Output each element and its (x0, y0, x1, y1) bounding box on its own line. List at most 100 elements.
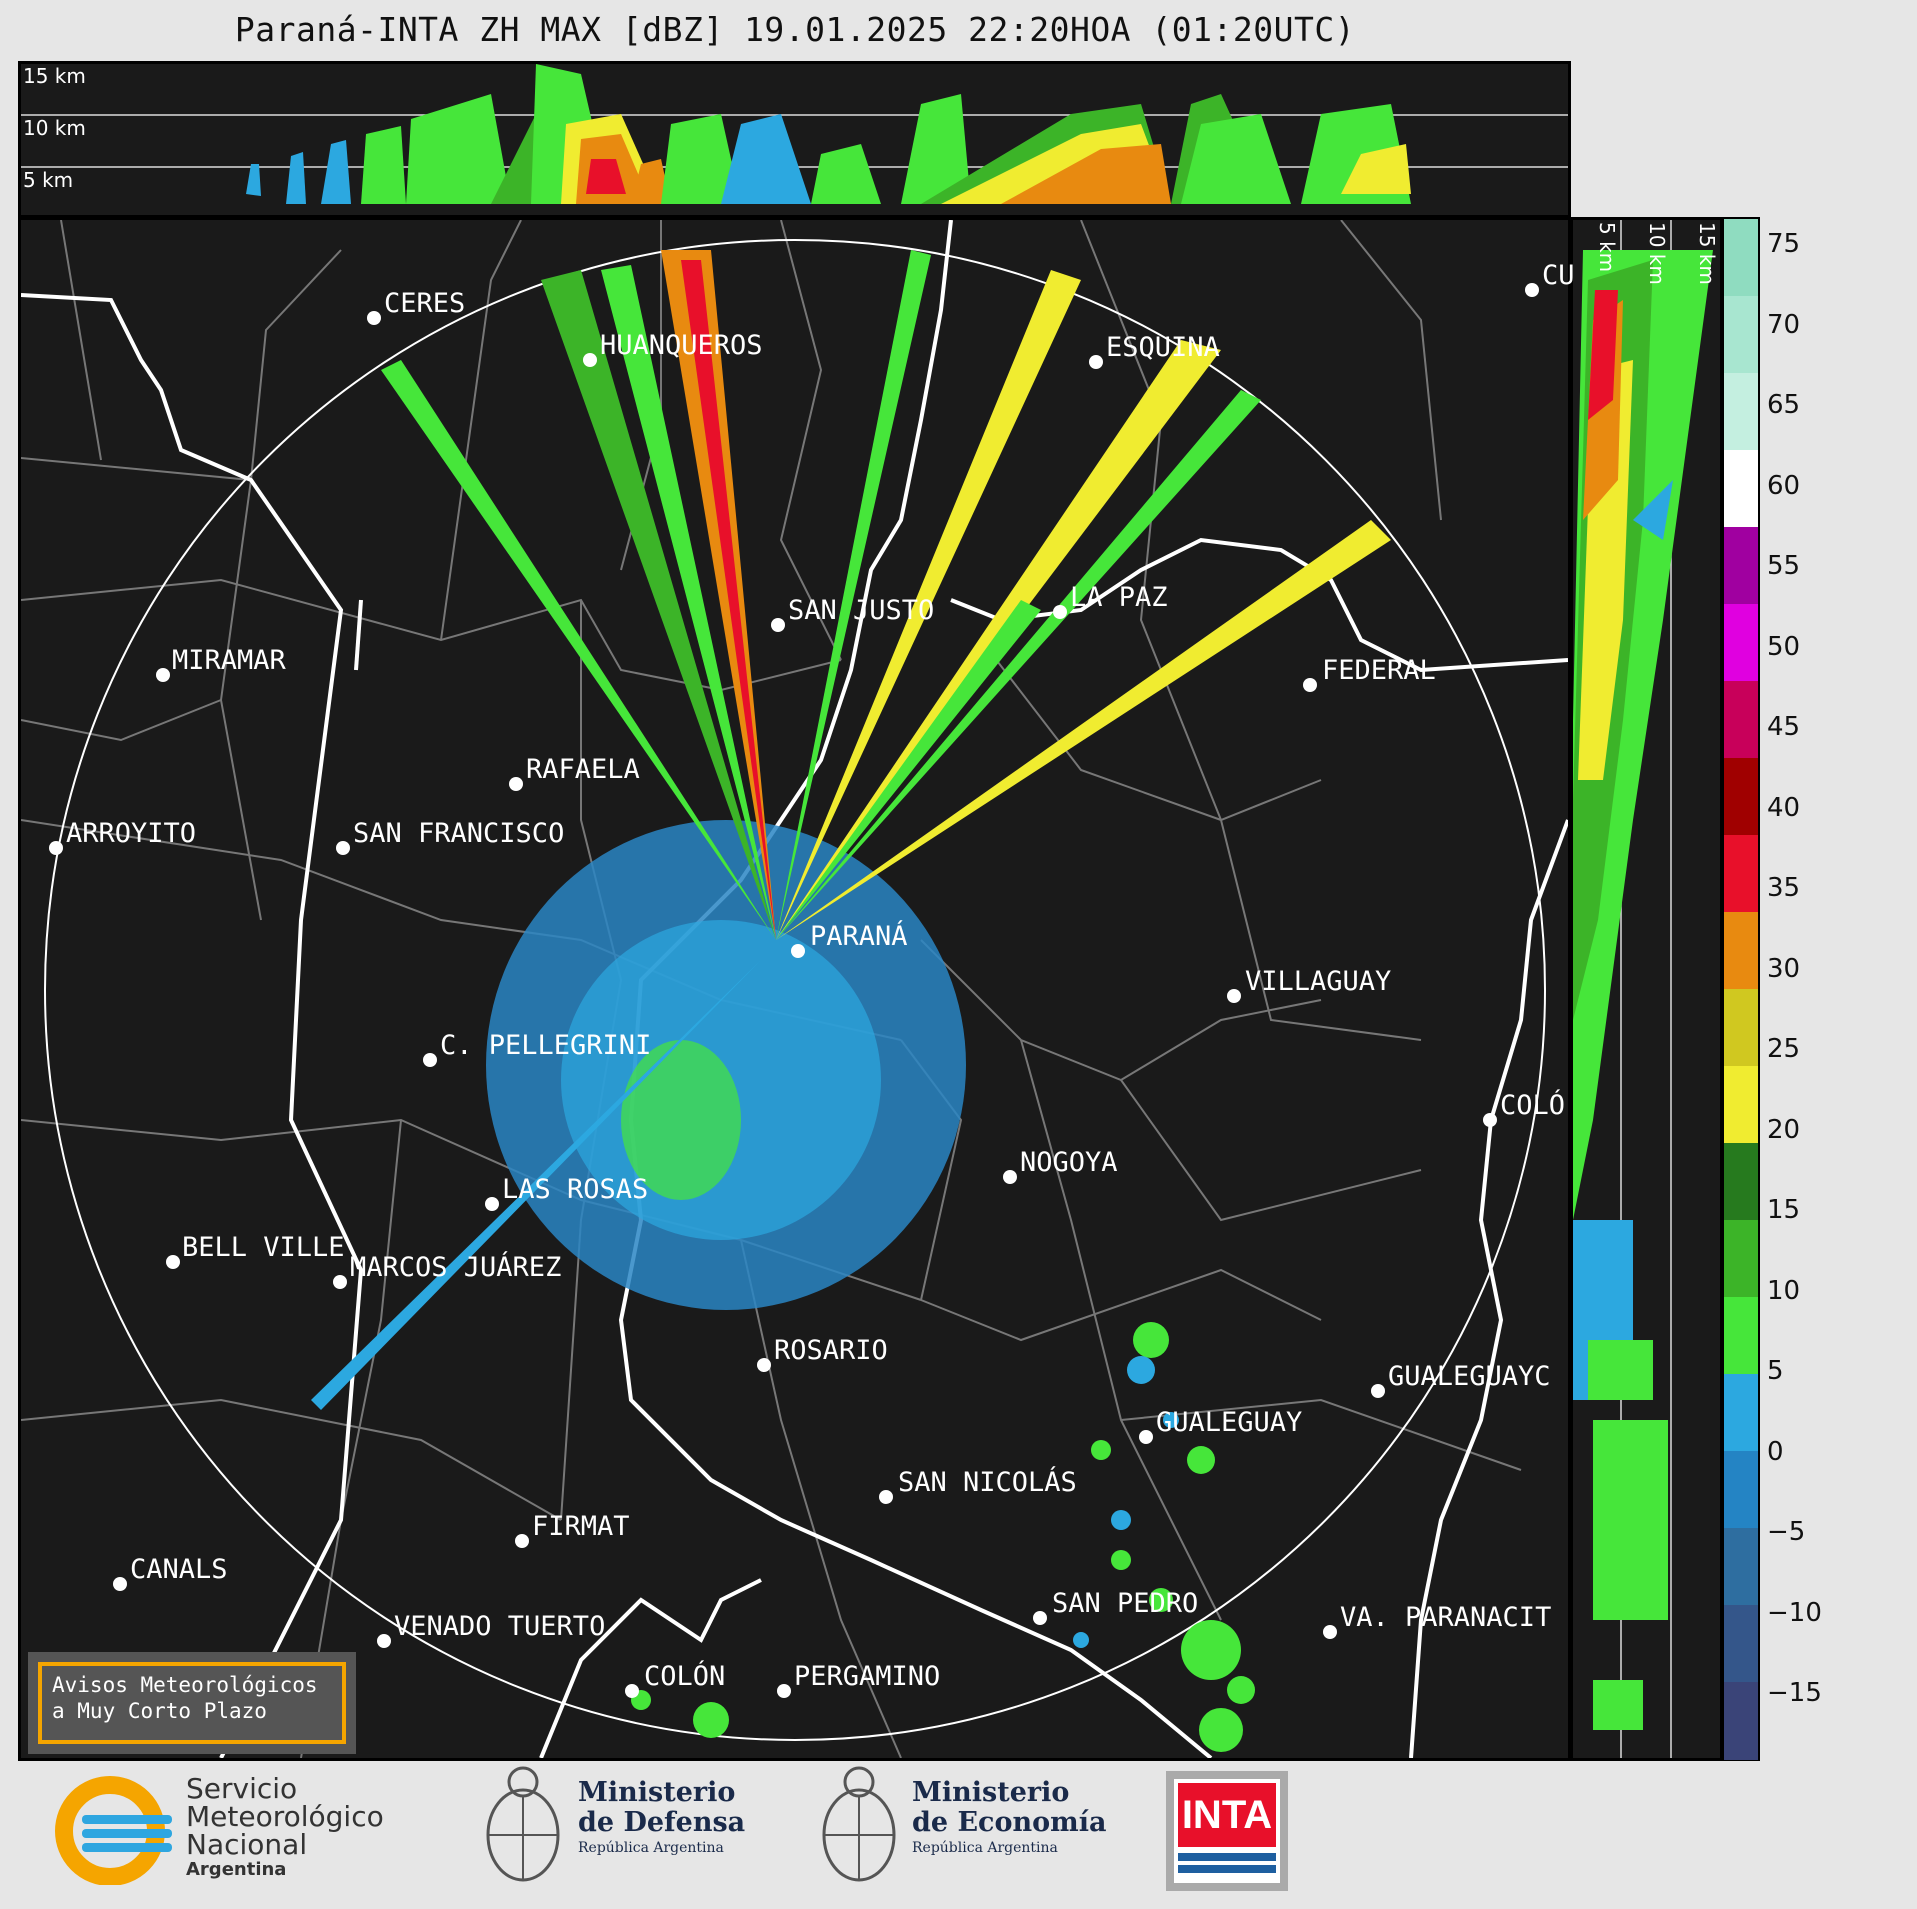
economia-line-2: de Economía (912, 1807, 1107, 1838)
colorbar-segment (1724, 373, 1758, 451)
radar-map-panel (18, 217, 1571, 1761)
colorbar-segment (1724, 1528, 1758, 1606)
city-marker (777, 1684, 791, 1698)
city-marker (166, 1255, 180, 1269)
colorbar-segment (1724, 1220, 1758, 1298)
inta-logo-text: INTA (1178, 1783, 1276, 1847)
colorbar-segment (1724, 296, 1758, 374)
colorbar-segment (1724, 1605, 1758, 1683)
height-label-10km: 10 km (23, 116, 86, 140)
side-cross-section-plot (1573, 220, 1713, 1758)
economia-logo: Ministerio de Economía República Argenti… (814, 1760, 1134, 1895)
city-marker (791, 944, 805, 958)
city-label: ROSARIO (774, 1335, 888, 1366)
city-label: NOGOYA (1020, 1147, 1118, 1178)
city-label: MARCOS JUÁREZ (350, 1252, 562, 1283)
defensa-line-2: de Defensa (578, 1807, 746, 1838)
city-label: PARANÁ (810, 921, 908, 952)
colorbar-segment (1724, 835, 1758, 913)
defensa-logo: Ministerio de Defensa República Argentin… (478, 1760, 778, 1895)
smn-line-2: Meteorológico (186, 1800, 384, 1833)
colorbar-segment (1724, 450, 1758, 528)
colorbar-tick-label: 60 (1767, 470, 1801, 501)
city-label: C. PELLEGRINI (440, 1030, 652, 1061)
city-marker (333, 1275, 347, 1289)
city-label: GUALEGUAY (1156, 1407, 1303, 1438)
city-marker (1371, 1384, 1385, 1398)
city-marker (156, 668, 170, 682)
colorbar-segment (1724, 989, 1758, 1067)
top-cross-section-panel: 15 km 10 km 5 km (18, 61, 1571, 218)
department-borders (21, 220, 1522, 1758)
colorbar-tick-label: 25 (1767, 1034, 1801, 1064)
colorbar-tick-label: 5 (1767, 1356, 1784, 1386)
defensa-line-3: República Argentina (578, 1840, 724, 1856)
colorbar-tick-label: 55 (1767, 551, 1801, 581)
colorbar-segment (1724, 681, 1758, 759)
coat-of-arms-icon (822, 1766, 896, 1882)
colorbar-tick-label: 15 (1767, 1195, 1801, 1225)
city-label: CU (1542, 260, 1575, 291)
city-label: SAN PEDRO (1052, 1588, 1199, 1619)
height-label-5km: 5 km (23, 168, 74, 192)
city-marker (1525, 283, 1539, 297)
map-title: Paraná-INTA ZH MAX [dBZ] 19.01.2025 22:2… (234, 10, 1356, 49)
colorbar-tick-label: 35 (1767, 873, 1801, 903)
colorbar-segment (1724, 1451, 1758, 1529)
city-label: FEDERAL (1322, 655, 1436, 686)
colorbar-tick-label: 0 (1767, 1436, 1784, 1467)
city-marker (757, 1358, 771, 1372)
city-label: VENADO TUERTO (394, 1611, 606, 1642)
city-marker (509, 777, 523, 791)
city-label: HUANQUEROS (600, 330, 763, 361)
colorbar-tick-label: 40 (1767, 792, 1801, 823)
city-label: SAN FRANCISCO (353, 818, 565, 849)
height-label-15km: 15 km (23, 64, 86, 88)
city-label: ESQUINA (1106, 332, 1220, 363)
city-marker (49, 841, 63, 855)
smn-logo: Servicio Meteorológico Nacional Argentin… (52, 1775, 422, 1885)
colorbar-tick-label: −15 (1767, 1678, 1822, 1708)
city-label: CANALS (130, 1554, 228, 1585)
defensa-line-1: Ministerio (578, 1777, 736, 1808)
colorbar-segment (1724, 912, 1758, 990)
colorbar-tick-label: 75 (1767, 229, 1801, 259)
top-cross-section-plot (21, 64, 1568, 204)
city-label: SAN JUSTO (788, 595, 935, 626)
smn-logo-icon (55, 1776, 172, 1885)
city-label: PERGAMINO (794, 1661, 941, 1692)
city-marker (1483, 1113, 1497, 1127)
city-marker (113, 1577, 127, 1591)
radar-range-ring (44, 239, 1546, 1741)
colorbar-tick-label: 65 (1767, 390, 1801, 420)
city-label: ARROYITO (66, 818, 197, 849)
colorbar-tick-label: 50 (1767, 631, 1801, 662)
city-marker (485, 1197, 499, 1211)
smn-line-1: Servicio (186, 1772, 298, 1805)
city-marker (423, 1053, 437, 1067)
city-marker (1323, 1625, 1337, 1639)
city-label: GUALEGUAYC (1388, 1361, 1551, 1392)
city-marker (1089, 355, 1103, 369)
city-marker (1033, 1611, 1047, 1625)
city-marker (625, 1684, 639, 1698)
city-marker (583, 353, 597, 367)
city-label: RAFAELA (526, 754, 640, 785)
side-height-label-15km: 15 km (1695, 222, 1719, 285)
colorbar-segment (1724, 1374, 1758, 1452)
city-marker (377, 1634, 391, 1648)
aviso-box: Avisos Meteorológicos a Muy Corto Plazo (28, 1652, 356, 1754)
city-marker (1139, 1430, 1153, 1444)
economia-line-3: República Argentina (912, 1840, 1058, 1856)
colorbar-segment (1724, 219, 1758, 297)
aviso-line-1: Avisos Meteorológicos (52, 1673, 318, 1697)
colorbar-segment (1724, 1682, 1758, 1760)
colorbar-tick-label: 70 (1767, 309, 1801, 340)
coat-of-arms-icon (486, 1766, 560, 1882)
colorbar-segment (1724, 1066, 1758, 1144)
city-label: VA. PARANACIT (1340, 1602, 1552, 1633)
side-height-label-5km: 5 km (1595, 222, 1619, 273)
city-marker (515, 1534, 529, 1548)
radar-map (21, 220, 1568, 1758)
colorbar-tick-label: 45 (1767, 712, 1801, 742)
